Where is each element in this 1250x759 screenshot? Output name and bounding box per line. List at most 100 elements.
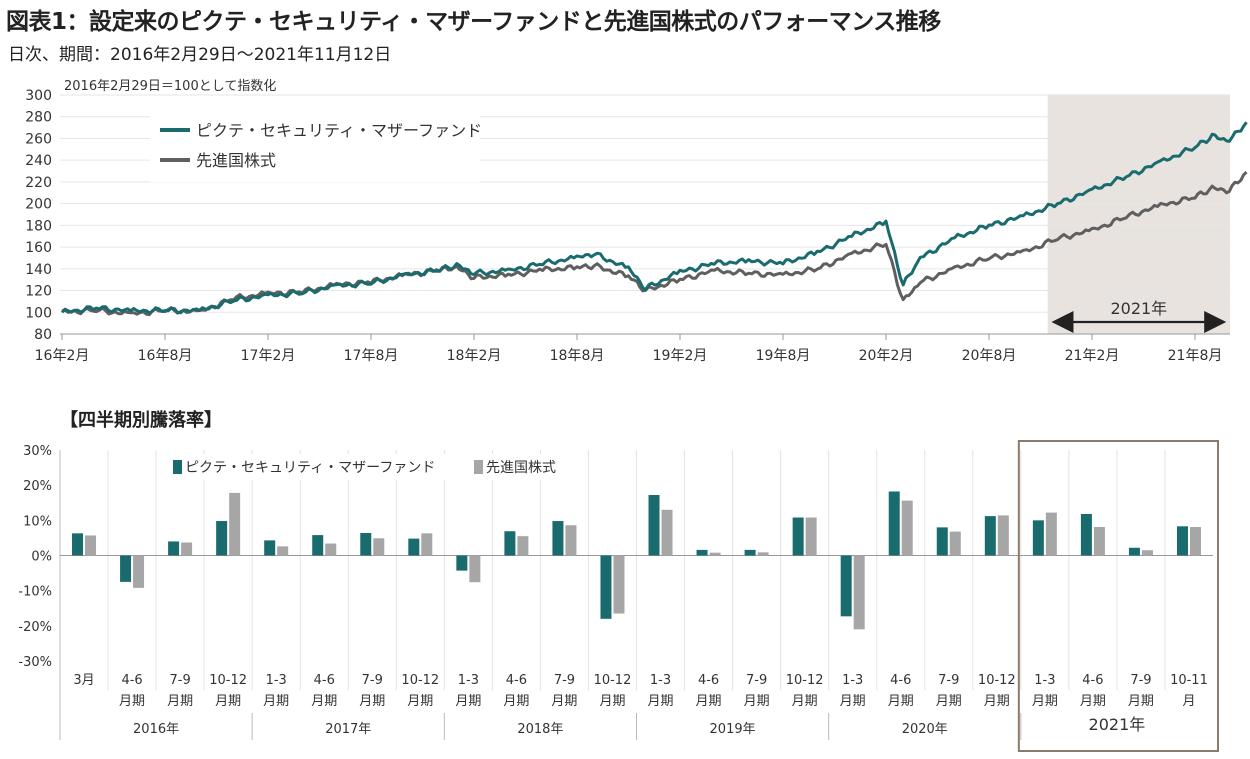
- world-equity-bar: [661, 509, 673, 556]
- category-label: 月期: [648, 694, 674, 709]
- fund-bar: [1080, 514, 1092, 556]
- fund-bar: [1128, 547, 1140, 556]
- fund-bar: [72, 533, 84, 556]
- category-label: 1-3: [1034, 673, 1055, 688]
- legend-label: 先進国株式: [196, 151, 276, 170]
- category-label: 月期: [119, 694, 145, 709]
- y-tick-label: 10%: [23, 514, 52, 529]
- category-label: 月期: [1032, 694, 1058, 709]
- fund-bar: [1176, 526, 1188, 556]
- y-tick-label: -30%: [18, 655, 52, 670]
- category-label: 月期: [744, 694, 770, 709]
- world-equity-series-line: [61, 171, 1248, 317]
- category-label: 月期: [1128, 694, 1154, 709]
- category-label: 月期: [984, 694, 1010, 709]
- category-label: 月期: [503, 694, 529, 709]
- fund-bar: [216, 521, 228, 556]
- category-label: 月期: [551, 694, 577, 709]
- category-label: 1-3: [266, 673, 287, 688]
- category-label: 月期: [263, 694, 289, 709]
- fund-bar: [552, 521, 564, 556]
- fund-bar: [408, 538, 420, 556]
- world-equity-bar: [1045, 512, 1057, 556]
- y-tick-label: 160: [25, 240, 52, 256]
- year-label: 2019年: [710, 722, 756, 737]
- legend-box: [168, 454, 580, 480]
- world-equity-bar: [517, 536, 529, 556]
- fund-bar: [264, 540, 276, 556]
- page-subtitle: 日次、期間：2016年2月29日～2021年11月12日: [8, 45, 392, 65]
- category-label: 4-6: [698, 673, 719, 688]
- y-tick-label: 280: [25, 110, 52, 126]
- world-equity-bar: [133, 555, 145, 588]
- y-tick-label: 260: [25, 131, 52, 147]
- highlight-2021-label: 2021年: [1110, 299, 1167, 318]
- fund-bar: [1032, 520, 1044, 556]
- category-label: 4-6: [506, 673, 527, 688]
- category-label: 7-9: [362, 673, 383, 688]
- category-label: 月期: [407, 694, 433, 709]
- x-tick-label: 20年2月: [859, 348, 914, 364]
- x-tick-label: 18年8月: [550, 348, 605, 364]
- year-label: 2018年: [517, 722, 563, 737]
- world-equity-bar: [1141, 550, 1153, 556]
- category-label: 7-9: [746, 673, 767, 688]
- bar-chart: 【四半期別騰落率】 -30% -20% -10% 0% 10% 20% 30% 3月 4-6 月期 7…: [18, 409, 1219, 752]
- world-equity-bar: [373, 538, 385, 556]
- fund-bar: [312, 535, 324, 556]
- y-tick-label: 240: [25, 153, 52, 169]
- category-label: 月期: [696, 694, 722, 709]
- legend-label: 先進国株式: [486, 460, 556, 476]
- x-tick-label: 19年8月: [756, 348, 811, 364]
- fund-bar: [936, 527, 948, 556]
- page-title: 図表1：設定来のピクテ・セキュリティ・マザーファンドと先進国株式のパフォーマンス…: [6, 9, 941, 35]
- y-tick-label: 120: [25, 284, 52, 300]
- y-tick-label: 220: [25, 175, 52, 191]
- world-equity-bar: [853, 555, 865, 630]
- y-tick-label: 30%: [23, 444, 52, 459]
- y-tick-label: 140: [25, 262, 52, 278]
- fund-bar: [456, 555, 468, 571]
- year-label: 2021年: [1089, 715, 1146, 734]
- fund-bar: [504, 531, 516, 556]
- y-tick-label: 200: [25, 197, 52, 213]
- world-equity-bar: [565, 525, 577, 556]
- world-equity-bar: [325, 543, 337, 556]
- category-label: 3月: [73, 673, 94, 688]
- category-label: 4-6: [121, 673, 142, 688]
- fund-bar: [120, 555, 132, 582]
- fund-bar: [840, 555, 852, 617]
- index-note: 2016年2月29日＝100として指数化: [64, 79, 276, 94]
- category-label: 7-9: [1130, 673, 1151, 688]
- fund-bar: [600, 555, 612, 619]
- world-equity-bar: [1189, 527, 1201, 556]
- year-label: 2016年: [133, 722, 179, 737]
- world-equity-bar: [997, 515, 1009, 556]
- x-tick-label: 18年2月: [447, 348, 502, 364]
- y-tick-label: 100: [25, 305, 52, 321]
- fund-bar: [792, 517, 804, 556]
- category-label: 月期: [840, 694, 866, 709]
- y-tick-label: 300: [25, 88, 52, 104]
- x-tick-label: 16年8月: [138, 348, 193, 364]
- world-equity-bar: [469, 555, 481, 583]
- category-label: 1-3: [842, 673, 863, 688]
- category-label: 10-11: [1170, 673, 1208, 688]
- y-tick-label: 80: [34, 327, 52, 343]
- y-tick-label: -20%: [18, 620, 52, 635]
- category-label: 月期: [1080, 694, 1106, 709]
- fund-bar: [744, 549, 756, 556]
- world-equity-bar: [901, 500, 913, 556]
- x-tick-label: 16年2月: [35, 348, 90, 364]
- world-equity-bar: [757, 552, 769, 556]
- category-label: 月期: [215, 694, 241, 709]
- category-label: 月: [1182, 694, 1195, 709]
- category-label: 7-9: [938, 673, 959, 688]
- legend-box: [150, 112, 480, 182]
- y-tick-label: -10%: [18, 585, 52, 600]
- category-label: 10-12: [786, 673, 824, 688]
- year-label: 2017年: [325, 722, 371, 737]
- bar-chart-title: 【四半期別騰落率】: [60, 409, 222, 431]
- category-label: 月期: [455, 694, 481, 709]
